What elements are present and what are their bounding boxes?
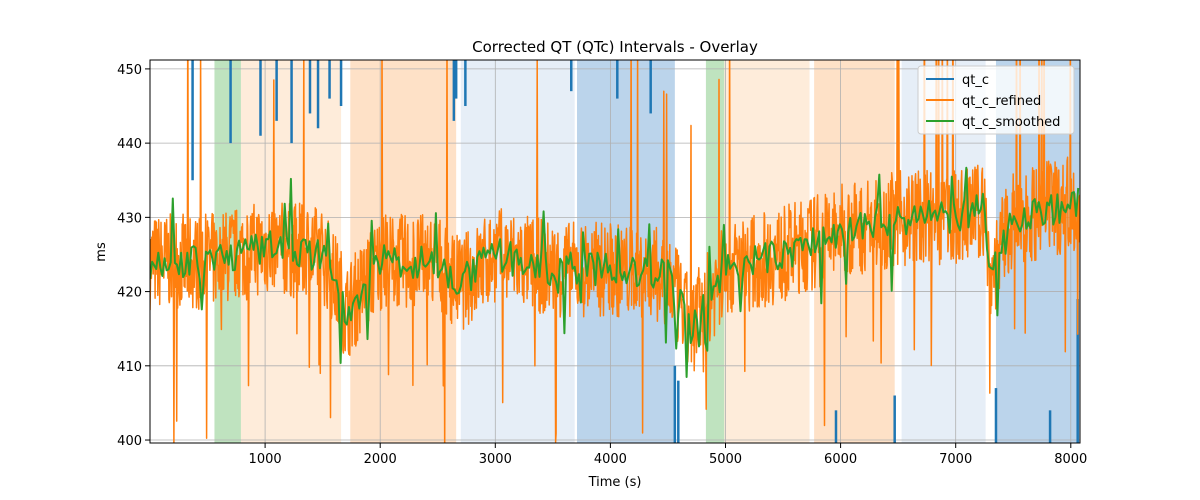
y-tick-label: 430 [117,211,142,226]
y-tick-label: 400 [117,434,142,449]
series-layer [150,60,1080,443]
x-axis: 1000 2000 3000 4000 5000 6000 7000 8000 [249,443,1087,467]
x-axis-label: Time (s) [588,475,642,490]
x-tick-label: 4000 [594,452,627,467]
x-tick-label: 6000 [824,452,857,467]
x-tick-label: 3000 [479,452,512,467]
legend: qt_c qt_c_refined qt_c_smoothed [917,65,1075,135]
x-tick-label: 8000 [1054,452,1087,467]
y-axis: 400 410 420 430 440 450 [117,63,150,449]
legend-label-qt-c: qt_c [962,73,989,88]
series-qt-c-smoothed [150,166,1080,378]
y-axis-label: ms [94,242,109,262]
x-tick-label: 1000 [249,452,282,467]
x-tick-label: 7000 [939,452,972,467]
y-tick-label: 440 [117,137,142,152]
y-tick-label: 410 [117,360,142,375]
series-qt-c [191,60,1079,443]
y-tick-label: 420 [117,286,142,301]
plot-frame [149,59,1081,444]
legend-frame [917,65,1075,135]
legend-label-qt-c-refined: qt_c_refined [962,94,1041,109]
y-tick-label: 450 [117,63,142,78]
legend-label-qt-c-smoothed: qt_c_smoothed [962,115,1060,130]
series-qt-c-refined [150,60,1080,443]
x-tick-label: 5000 [709,452,742,467]
x-tick-label: 2000 [364,452,397,467]
chart-title: Corrected QT (QTc) Intervals - Overlay [472,38,758,56]
